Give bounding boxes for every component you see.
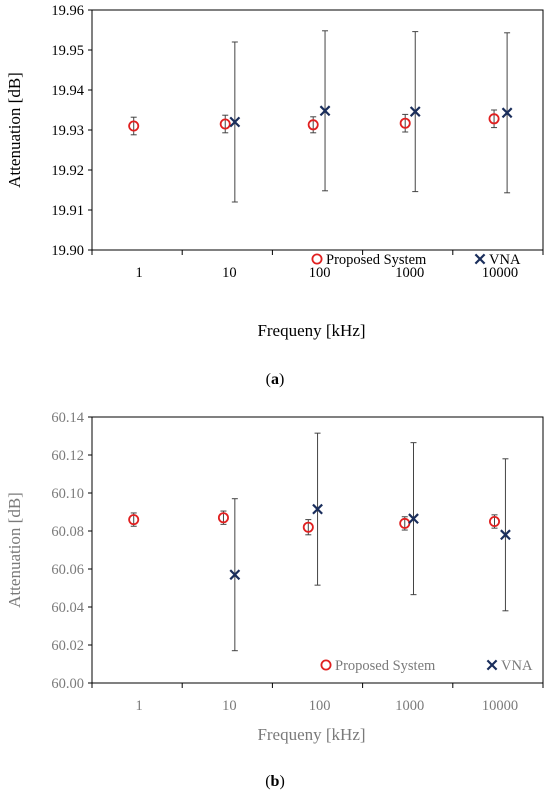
data-point-proposed <box>307 119 319 131</box>
chart-panel-a: 19.90 19.91 19.92 19.93 19.94 19.95 19.96 1 10 10… <box>5 3 544 388</box>
plot-area <box>91 9 544 251</box>
legend-marker-vna <box>474 253 486 265</box>
legend-label-proposed: Proposed System <box>326 252 427 268</box>
error-bar <box>130 116 137 136</box>
x-axis-label: Frequeny [kHz] <box>257 321 365 340</box>
y-tick-label: 60.04 <box>51 600 84 616</box>
legend-marker-vna <box>486 659 498 671</box>
plot-area <box>91 416 544 684</box>
series-proposed-system <box>128 109 500 136</box>
y-tick-label: 60.00 <box>51 676 84 692</box>
y-tick-label: 60.14 <box>51 410 84 426</box>
data-point-proposed <box>489 516 501 528</box>
panel-label: (b) <box>265 773 285 790</box>
x-tick-label: 1000 <box>395 698 424 714</box>
x-tick-label: 1 <box>136 265 143 281</box>
legend-marker-proposed <box>311 253 323 265</box>
data-point-vna <box>500 529 511 541</box>
legend: Proposed System VNA <box>320 658 533 674</box>
x-tick-label: 1000 <box>395 265 424 281</box>
chart-a: 19.90 19.91 19.92 19.93 19.94 19.95 19.96 1 10 10… <box>5 3 544 388</box>
data-point-vna <box>501 107 513 119</box>
error-bar <box>491 109 498 129</box>
x-tick-label: 100 <box>309 698 331 714</box>
y-tick-label: 60.10 <box>51 486 84 502</box>
error-bar <box>402 113 409 133</box>
data-point-vna <box>312 503 323 515</box>
x-tick-label: 10000 <box>482 265 518 281</box>
legend-label-vna: VNA <box>489 252 521 268</box>
error-bar <box>310 116 317 134</box>
y-tick-label: 19.95 <box>51 43 84 59</box>
y-axis-label: Attenuation [dB] <box>5 492 24 608</box>
legend-marker-proposed <box>320 659 332 671</box>
series-vna <box>229 432 511 652</box>
x-tick-label: 1 <box>136 698 143 714</box>
series-vna <box>229 30 513 203</box>
y-tick-label: 60.08 <box>51 524 84 540</box>
x-tick-label: 10000 <box>482 698 518 714</box>
data-point-proposed <box>488 113 500 125</box>
data-point-vna <box>319 105 331 117</box>
y-tick-label: 19.90 <box>51 243 84 259</box>
x-tick-label: 10 <box>222 265 237 281</box>
data-point-proposed <box>219 118 231 130</box>
legend-label-proposed: Proposed System <box>335 658 436 674</box>
y-tick-label: 60.02 <box>51 638 84 654</box>
y-tick-label: 60.12 <box>51 448 84 464</box>
data-point-proposed <box>217 512 229 524</box>
y-tick-label: 60.06 <box>51 562 84 578</box>
chart-panel-b: 60.00 60.02 60.04 60.06 60.08 60.10 60.12 60.14… <box>0 400 550 798</box>
data-point-proposed <box>128 514 140 526</box>
legend-label-vna: VNA <box>501 658 533 674</box>
legend: Proposed System VNA <box>311 252 521 268</box>
y-tick-label: 19.91 <box>51 203 84 219</box>
y-tick-label: 19.94 <box>51 83 84 99</box>
data-point-proposed <box>302 521 314 533</box>
data-point-proposed <box>399 117 411 129</box>
data-point-vna <box>229 569 241 581</box>
x-tick-label: 10 <box>222 698 237 714</box>
error-bar <box>222 114 229 134</box>
panel-label: (a) <box>266 371 285 388</box>
data-point-proposed <box>128 120 140 132</box>
y-axis-label: Attenuation [dB] <box>5 72 24 188</box>
data-point-vna <box>229 116 241 128</box>
series-proposed-system <box>128 510 501 536</box>
x-axis-label: Frequeny [kHz] <box>257 725 365 744</box>
data-point-vna <box>409 106 421 117</box>
x-tick-label: 100 <box>309 265 331 281</box>
y-tick-label: 19.96 <box>51 3 84 19</box>
y-tick-label: 19.92 <box>51 163 84 179</box>
data-point-vna <box>408 513 419 525</box>
chart-b: 60.00 60.02 60.04 60.06 60.08 60.10 60.12 60.14… <box>5 410 544 790</box>
y-tick-label: 19.93 <box>51 123 84 139</box>
